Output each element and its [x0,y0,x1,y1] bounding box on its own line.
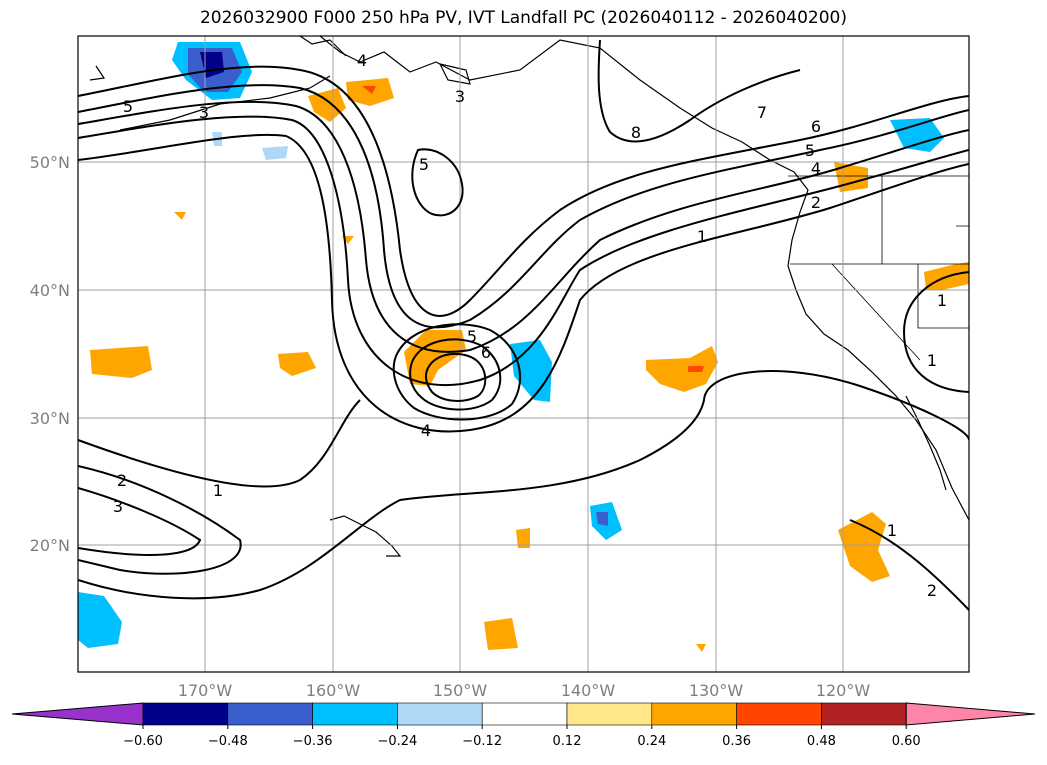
contour-label: 4 [811,159,821,178]
colorbar-tick-label: −0.48 [208,734,248,749]
colorbar-tick-label: −0.24 [377,734,417,749]
longitude-labels: 170°W 160°W 150°W 140°W 130°W 120°W [178,681,871,700]
contour-label: 2 [811,193,821,212]
contour-label: 1 [887,521,897,540]
map-title: 2026032900 F000 250 hPa PV, IVT Landfall… [199,8,847,28]
colorbar-tick-label: −0.36 [293,734,333,749]
contour-label: 5 [467,327,477,346]
contour-label: 8 [631,123,641,142]
contour-label: 6 [811,117,821,136]
gridlines [78,36,969,672]
contour-label: 6 [481,343,491,362]
longitude-label: 140°W [561,681,616,700]
longitude-label: 160°W [306,681,361,700]
latitude-label: 30°N [30,409,70,428]
colorbar-swatch [142,702,229,726]
contour-label: 2 [927,581,937,600]
colorbar-tick-label: −0.12 [462,734,502,749]
colorbar-swatch [397,702,483,726]
pc-shading [78,42,969,652]
colorbar-swatch [821,702,907,726]
colorbar-swatch [481,702,568,726]
colorbar-extend-low [11,702,144,726]
contour-label: 5 [123,97,133,116]
contour-label: 5 [805,141,815,160]
pv-contours [78,39,969,611]
longitude-label: 120°W [816,681,871,700]
longitude-label: 170°W [178,681,233,700]
contour-label: 3 [455,87,465,106]
longitude-label: 150°W [433,681,488,700]
colorbar-tick-label: 0.48 [807,734,836,749]
map-border [77,35,970,673]
colorbar-swatch [227,702,313,726]
latitude-label: 40°N [30,281,70,300]
latitude-label: 50°N [30,153,70,172]
colorbar-tick-label: 0.36 [722,734,751,749]
colorbar-tick-label: 0.12 [553,734,582,749]
contour-label: 5 [419,155,429,174]
colorbar-swatch [651,702,737,726]
colorbar-tick-label: −0.60 [123,734,163,749]
colorbar-swatch [312,702,398,726]
contour-label: 1 [937,291,947,310]
contour-label: 7 [757,103,767,122]
contour-labels: 5 3 4 5 3 8 7 6 5 4 2 1 5 6 4 1 2 3 1 1 … [113,51,947,600]
contour-label: 1 [697,227,707,246]
longitude-label: 130°W [689,681,744,700]
colorbar-extend-high [905,702,1036,726]
colorbar-swatch [736,702,822,726]
colorbar-swatch [566,702,653,726]
contour-label: 1 [213,481,223,500]
colorbar-tick-label: 0.24 [637,734,666,749]
latitude-label: 20°N [30,536,70,555]
colorbar: −0.60 −0.48 −0.36 −0.24 −0.12 0.12 0.24 0.36 0.4… [11,702,1036,749]
contour-label: 1 [927,351,937,370]
contour-label: 4 [357,51,367,70]
contour-label: 2 [117,471,127,490]
latitude-labels: 50°N 40°N 30°N 20°N [30,153,70,555]
contour-label: 3 [113,497,123,516]
colorbar-tick-label: 0.60 [892,734,921,749]
contour-label: 4 [421,421,431,440]
contour-label: 3 [199,103,209,122]
